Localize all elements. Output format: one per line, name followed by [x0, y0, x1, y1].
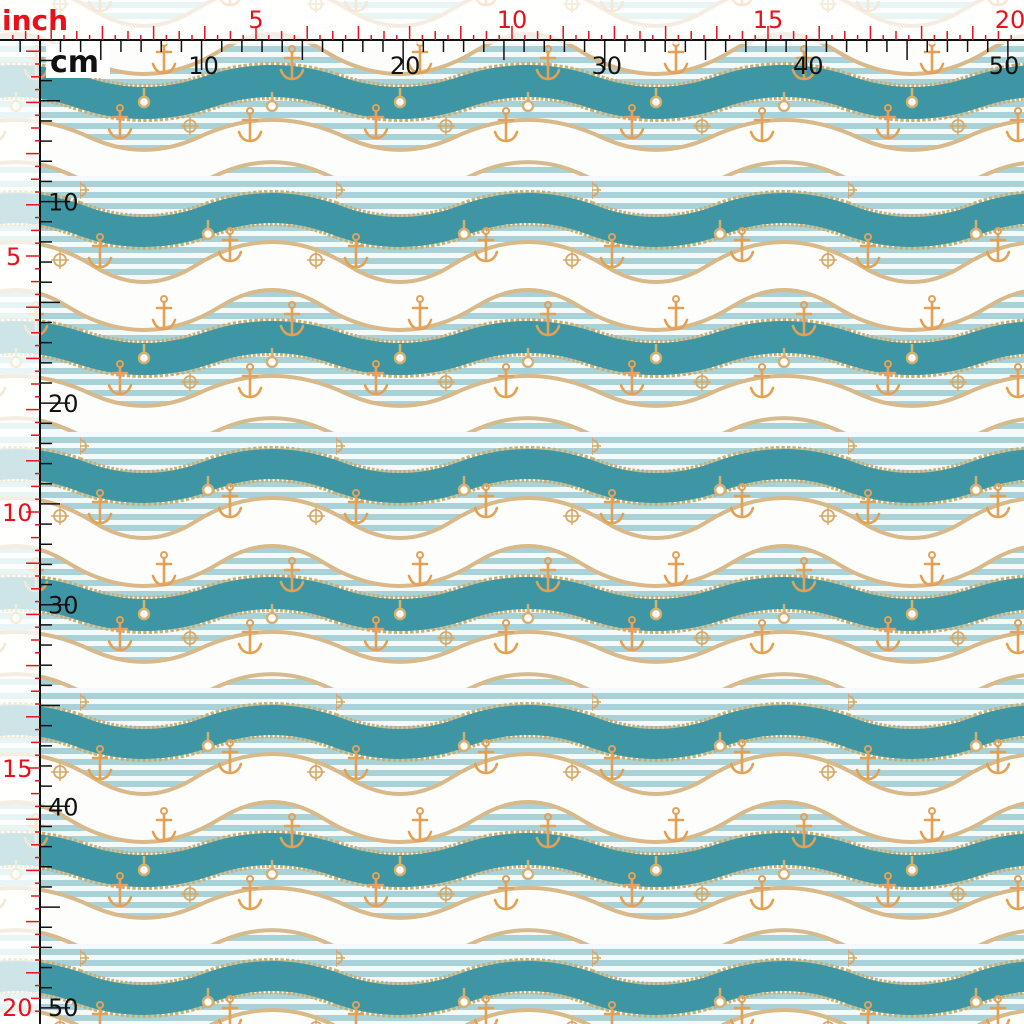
inch-label: 20 — [995, 6, 1024, 34]
cm-label: 40 — [793, 52, 824, 80]
inch-label: 5 — [6, 243, 21, 271]
inch-label: 20 — [2, 994, 33, 1022]
cm-label: 40 — [48, 793, 79, 821]
cm-unit: cm — [50, 45, 99, 80]
cm-label: 30 — [48, 592, 79, 620]
cm-label: 10 — [48, 189, 79, 217]
inch-label: 5 — [248, 6, 263, 34]
inch-label: 10 — [2, 499, 33, 527]
cm-label: 10 — [188, 52, 219, 80]
inch-unit: inch — [2, 4, 68, 37]
cm-label: 20 — [390, 52, 421, 80]
cm-label: 30 — [591, 52, 622, 80]
cm-box — [46, 44, 110, 78]
cm-label: 20 — [48, 390, 79, 418]
cm-label: 50 — [989, 52, 1020, 80]
inch-label: 15 — [753, 6, 784, 34]
left-ruler — [0, 44, 40, 1024]
inch-label: 10 — [497, 6, 528, 34]
cm-label: 50 — [48, 994, 79, 1022]
inch-label: 15 — [2, 755, 33, 783]
